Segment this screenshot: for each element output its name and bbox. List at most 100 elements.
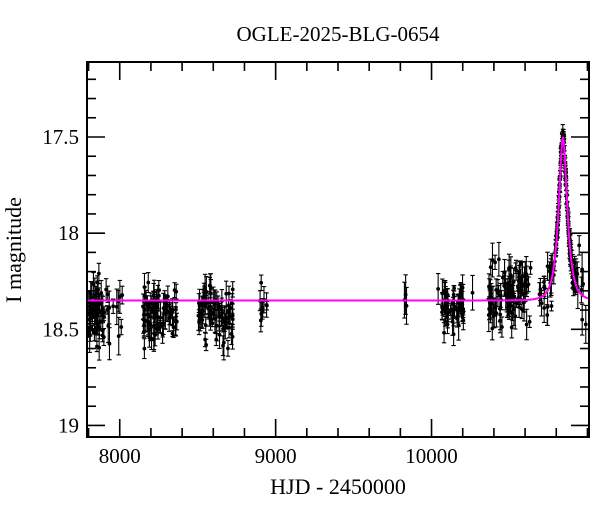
data-point [456, 323, 461, 327]
data-point [451, 315, 456, 320]
data-point [146, 280, 151, 285]
data-point [461, 318, 466, 323]
data-point [230, 287, 235, 292]
data-point [111, 304, 116, 309]
data-point [524, 322, 529, 327]
data-point [222, 317, 227, 322]
data-point [452, 304, 457, 309]
y-tick-label: 19 [58, 413, 79, 437]
data-point-group [101, 306, 107, 319]
data-point-group [96, 334, 102, 361]
data-point [520, 274, 525, 279]
data-point [196, 313, 201, 318]
data-point [579, 288, 584, 292]
data-point [145, 319, 149, 324]
data-point [165, 294, 170, 299]
data-point [105, 292, 110, 297]
data-point [524, 284, 529, 289]
data-point-group [114, 288, 119, 326]
data-point [203, 323, 208, 328]
data-point-group [203, 316, 208, 334]
data-point [561, 128, 565, 132]
data-point [93, 314, 97, 319]
data-point-group [119, 318, 124, 336]
data-point [156, 315, 160, 319]
data-point [151, 337, 156, 342]
data-point-group [513, 302, 518, 330]
data-point-group [202, 331, 208, 348]
data-point-group [451, 308, 456, 327]
data-point [488, 265, 493, 270]
data-point-group [140, 293, 146, 321]
data-point-group [196, 309, 202, 336]
data-point [492, 310, 497, 315]
data-point-group [98, 298, 104, 324]
data-point [105, 307, 110, 312]
data-point [88, 312, 92, 317]
data-point [459, 289, 464, 294]
data-point-group [545, 251, 550, 281]
data-point [114, 304, 119, 309]
data-point [459, 306, 464, 311]
data-point-group [151, 327, 157, 352]
data-point [521, 300, 526, 305]
data-point-group [513, 259, 519, 281]
data-point-group [443, 281, 448, 302]
model-curve-line [87, 136, 589, 302]
data-point-group [174, 283, 179, 300]
data-point-group [258, 308, 264, 333]
data-point [539, 301, 544, 306]
x-tick-label: 10000 [405, 444, 458, 468]
data-point [102, 310, 107, 315]
y-axis-label: I magnitude [1, 197, 26, 303]
data-point [549, 304, 554, 308]
data-point [230, 301, 235, 306]
data-point [170, 307, 175, 312]
data-point [151, 302, 156, 306]
data-point [442, 330, 446, 335]
data-point-group [217, 320, 222, 349]
data-point [220, 320, 225, 324]
data-point [228, 306, 233, 310]
data-point [500, 275, 505, 280]
data-point [486, 313, 491, 317]
data-point [542, 286, 547, 291]
data-point-group [144, 310, 150, 333]
data-point [496, 257, 501, 262]
data-point [537, 292, 542, 297]
data-point-group [580, 303, 585, 336]
data-point [259, 280, 264, 285]
data-point [171, 325, 176, 330]
data-point [509, 325, 514, 330]
data-point [95, 321, 100, 326]
data-point [452, 286, 457, 291]
data-point-group [146, 272, 151, 294]
data-point [498, 312, 503, 317]
data-point [456, 314, 460, 319]
data-point-group [225, 339, 231, 357]
data-point [117, 295, 122, 299]
data-point-group [155, 319, 161, 340]
data-point [160, 323, 165, 328]
data-point [217, 313, 222, 318]
data-point-group [150, 290, 156, 318]
data-point [97, 345, 102, 350]
data-point-group [106, 308, 111, 344]
data-point-group [110, 298, 116, 315]
data-point-group [537, 282, 542, 307]
data-point [197, 320, 201, 325]
data-point-group [455, 310, 461, 323]
data-point-group [202, 286, 207, 307]
data-point [470, 290, 475, 295]
x-axis-label: HJD - 2450000 [270, 474, 406, 499]
data-point [164, 310, 169, 314]
data-points [87, 124, 588, 361]
data-point [520, 307, 524, 312]
x-tick-label: 9000 [255, 444, 297, 468]
data-point-group [496, 241, 502, 277]
data-point [212, 300, 217, 305]
data-point-group [101, 327, 107, 347]
data-point [258, 318, 263, 323]
data-point-group [541, 293, 547, 324]
